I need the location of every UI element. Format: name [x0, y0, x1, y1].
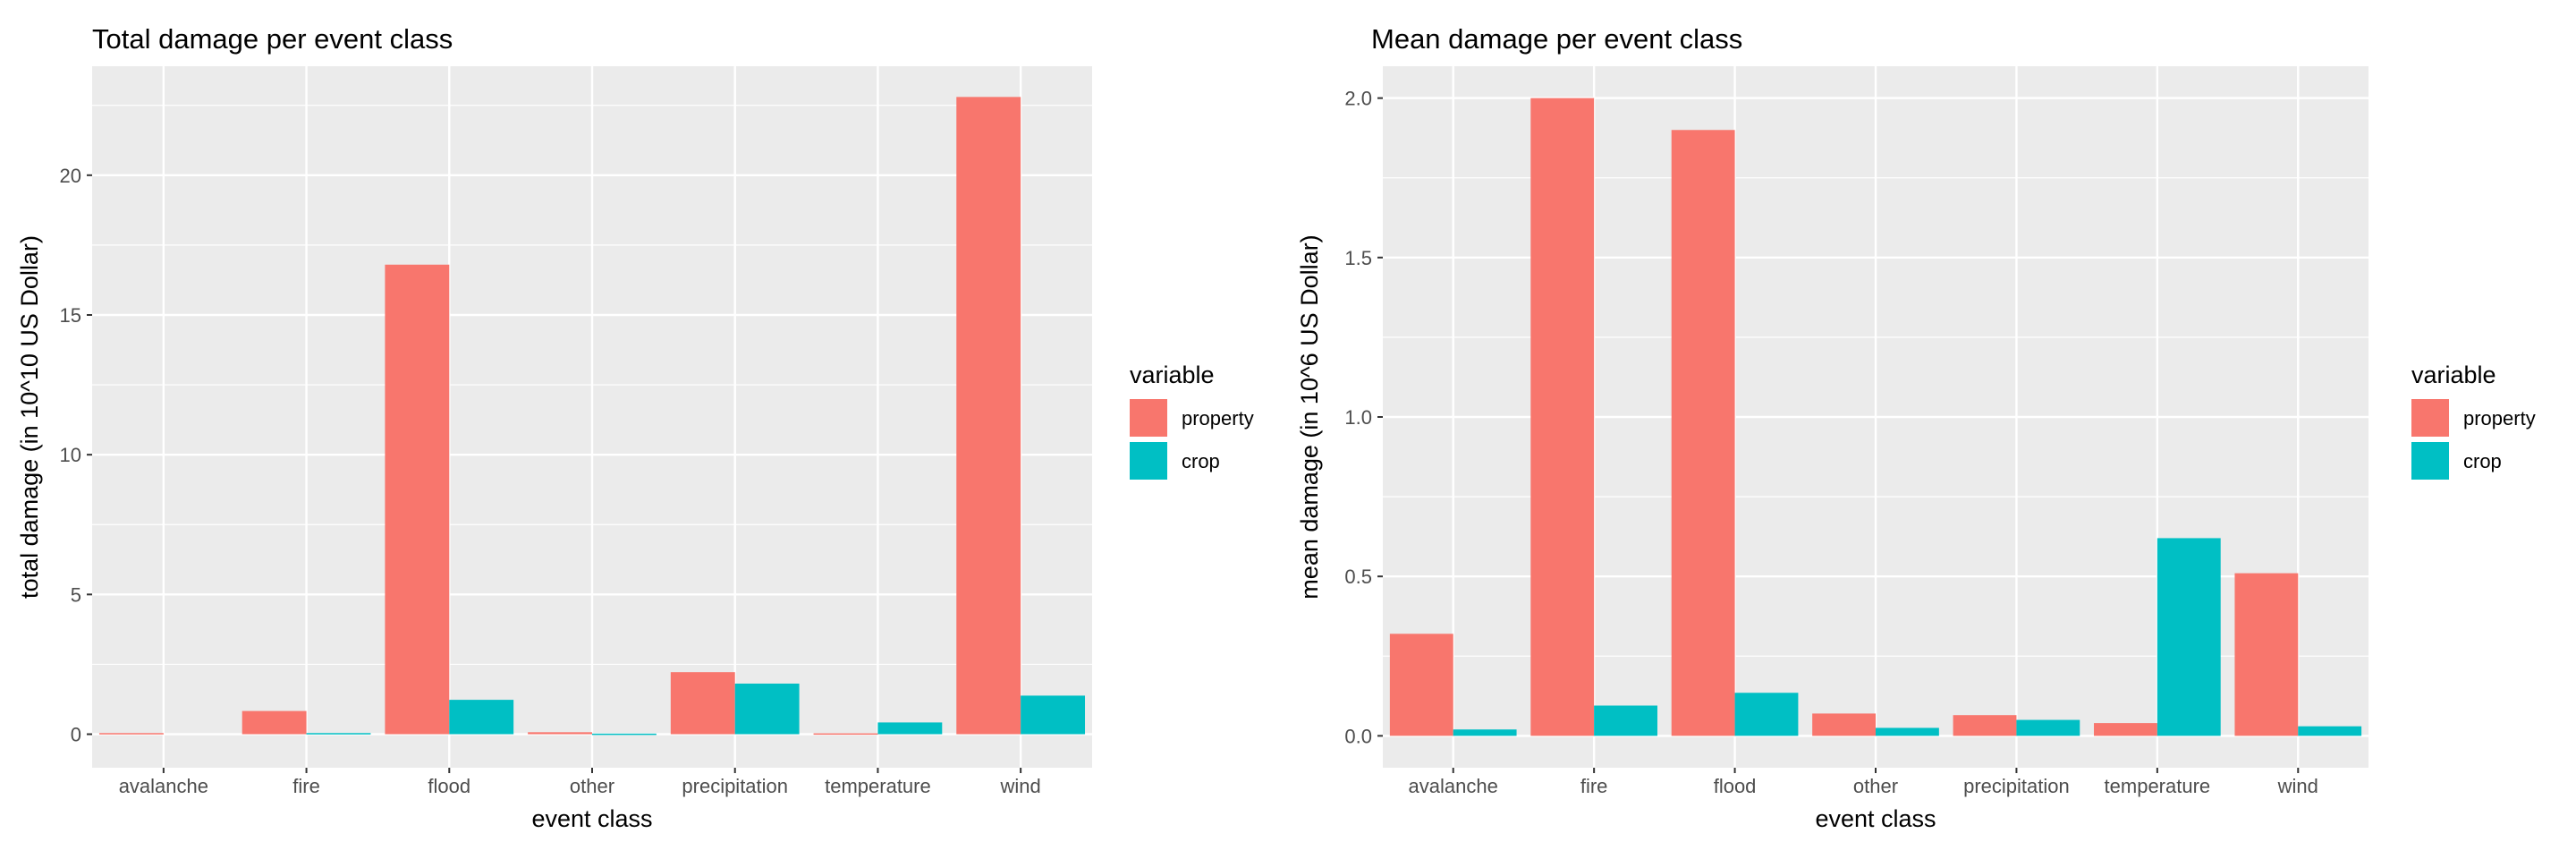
bar-property-flood	[1671, 130, 1735, 736]
y-axis-title: mean damage (in 10^6 US Dollar)	[1296, 234, 1323, 599]
bar-property-other	[528, 732, 592, 735]
x-tick-label: avalanche	[1409, 775, 1498, 797]
x-tick-label: flood	[1714, 775, 1757, 797]
y-tick-label: 1.5	[1344, 247, 1372, 269]
bar-crop-fire	[306, 733, 371, 735]
bar-crop-temperature	[2157, 538, 2221, 736]
bar-property-avalanche	[98, 733, 164, 735]
bar-crop-precipitation	[734, 683, 800, 735]
legend-label-property: property	[1182, 407, 1254, 430]
y-tick-label: 15	[60, 304, 81, 327]
legend: variable property crop	[2411, 361, 2536, 480]
x-tick-label: wind	[2277, 775, 2318, 797]
legend-key-crop	[1130, 442, 1167, 480]
bar-crop-other	[592, 733, 657, 736]
x-tick-label: temperature	[825, 775, 931, 797]
x-axis-title: event class	[531, 805, 652, 832]
bar-property-precipitation	[670, 672, 735, 735]
x-axis-title: event class	[1815, 805, 1936, 832]
bar-property-fire	[1530, 98, 1595, 736]
x-tick-label: fire	[292, 775, 320, 797]
bar-property-fire	[242, 710, 307, 735]
y-tick-label: 1.0	[1344, 406, 1372, 429]
bar-property-precipitation	[1953, 715, 2017, 736]
chart-2: 0.0 0.5 1.0 1.5 2.0 avalanche fire flood other pr…	[1296, 23, 2536, 832]
y-tick-label: 2.0	[1344, 88, 1372, 110]
bar-crop-wind	[1021, 695, 1086, 735]
x-tick-label: wind	[1000, 775, 1041, 797]
chart-title: Mean damage per event class	[1371, 23, 1742, 55]
x-tick-label: fire	[1580, 775, 1608, 797]
y-tick-label: 20	[60, 165, 81, 187]
bar-crop-flood	[1734, 693, 1799, 736]
y-tick-label: 10	[60, 444, 81, 466]
x-tick-label: other	[570, 775, 614, 797]
bar-property-temperature	[2094, 723, 2157, 736]
bar-crop-fire	[1594, 705, 1657, 736]
bar-crop-wind	[2298, 726, 2362, 736]
bar-property-flood	[385, 264, 450, 735]
legend-label-crop: crop	[1182, 450, 1220, 472]
bar-property-other	[1812, 713, 1876, 736]
legend: variable property crop	[1130, 361, 1254, 480]
y-tick-label: 0.5	[1344, 566, 1372, 588]
chart-title: Total damage per event class	[92, 23, 453, 55]
y-tick-label: 5	[71, 583, 81, 606]
bar-property-wind	[956, 97, 1021, 735]
legend-key-property	[1130, 399, 1167, 437]
y-axis-title: total damage (in 10^10 US Dollar)	[16, 235, 43, 599]
x-tick-label: flood	[428, 775, 470, 797]
bar-crop-precipitation	[2016, 719, 2080, 736]
legend-title: variable	[1130, 361, 1215, 388]
legend-key-crop	[2411, 442, 2449, 480]
legend-key-property	[2411, 399, 2449, 437]
bar-property-temperature	[813, 733, 878, 736]
x-tick-label: precipitation	[682, 775, 788, 797]
legend-title: variable	[2411, 361, 2496, 388]
y-tick-label: 0.0	[1344, 725, 1372, 747]
x-tick-label: other	[1853, 775, 1898, 797]
bar-crop-avalanche	[1453, 729, 1517, 736]
x-tick-label: avalanche	[119, 775, 208, 797]
bar-crop-temperature	[877, 722, 943, 735]
legend-label-crop: crop	[2463, 450, 2502, 472]
bar-property-wind	[2234, 573, 2299, 736]
x-tick-label: temperature	[2105, 775, 2211, 797]
bar-crop-flood	[449, 700, 514, 735]
y-tick-label: 0	[71, 724, 81, 746]
chart-1: 0 5 10 15 20 avalanche fire flood other precipita…	[16, 23, 1254, 832]
bar-crop-other	[1876, 727, 1939, 736]
x-tick-label: precipitation	[1963, 775, 2070, 797]
legend-label-property: property	[2463, 407, 2536, 430]
bar-property-avalanche	[1389, 634, 1453, 736]
